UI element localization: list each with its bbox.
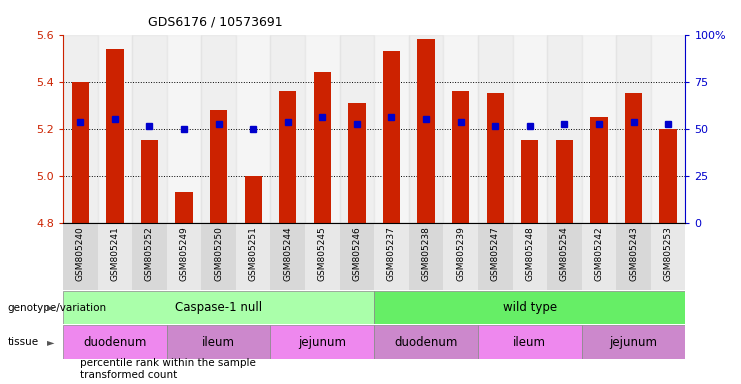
Text: duodenum: duodenum: [83, 336, 147, 349]
Text: GSM805242: GSM805242: [594, 226, 603, 281]
Text: GDS6176 / 10573691: GDS6176 / 10573691: [148, 15, 283, 28]
Bar: [374, 35, 409, 223]
Bar: [236, 223, 270, 290]
Text: GSM805237: GSM805237: [387, 226, 396, 281]
Text: GSM805254: GSM805254: [560, 226, 569, 281]
Text: ileum: ileum: [514, 336, 546, 349]
Text: duodenum: duodenum: [394, 336, 458, 349]
Text: GSM805240: GSM805240: [76, 226, 84, 281]
Text: GSM805239: GSM805239: [456, 226, 465, 281]
Bar: [383, 51, 400, 223]
Bar: [279, 91, 296, 223]
Text: GSM805253: GSM805253: [664, 226, 673, 281]
Bar: [478, 223, 513, 290]
Text: Caspase-1 null: Caspase-1 null: [175, 301, 262, 314]
Bar: [202, 223, 236, 290]
Text: GSM805245: GSM805245: [318, 226, 327, 281]
Bar: [582, 223, 617, 290]
Bar: [270, 223, 305, 290]
Text: percentile rank within the sample: percentile rank within the sample: [80, 358, 256, 368]
Bar: [98, 223, 132, 290]
Text: GSM805243: GSM805243: [629, 226, 638, 281]
Bar: [98, 35, 132, 223]
Bar: [582, 35, 617, 223]
Bar: [547, 35, 582, 223]
Text: ►: ►: [47, 337, 54, 347]
Bar: [305, 35, 339, 223]
Bar: [167, 325, 270, 359]
Text: transformed count: transformed count: [80, 370, 177, 380]
Bar: [452, 91, 469, 223]
Bar: [72, 81, 89, 223]
Text: jejunum: jejunum: [299, 336, 346, 349]
Bar: [270, 35, 305, 223]
Bar: [617, 35, 651, 223]
Bar: [63, 291, 374, 324]
Bar: [270, 325, 374, 359]
Bar: [625, 93, 642, 223]
Bar: [245, 176, 262, 223]
Bar: [417, 39, 435, 223]
Bar: [591, 117, 608, 223]
Bar: [513, 223, 547, 290]
Bar: [443, 35, 478, 223]
Bar: [348, 103, 365, 223]
Bar: [547, 223, 582, 290]
Bar: [132, 223, 167, 290]
Bar: [132, 35, 167, 223]
Bar: [176, 192, 193, 223]
Bar: [443, 223, 478, 290]
Bar: [478, 35, 513, 223]
Bar: [313, 72, 331, 223]
Bar: [236, 35, 270, 223]
Text: GSM805238: GSM805238: [422, 226, 431, 281]
Bar: [582, 325, 685, 359]
Bar: [63, 223, 98, 290]
Bar: [210, 110, 227, 223]
Bar: [409, 223, 443, 290]
Text: ►: ►: [47, 303, 54, 313]
Text: GSM805251: GSM805251: [249, 226, 258, 281]
Text: GSM805246: GSM805246: [353, 226, 362, 281]
Text: GSM805244: GSM805244: [283, 226, 292, 281]
Bar: [305, 223, 339, 290]
Text: genotype/variation: genotype/variation: [7, 303, 107, 313]
Bar: [513, 35, 547, 223]
Bar: [339, 35, 374, 223]
Text: GSM805249: GSM805249: [179, 226, 188, 281]
Bar: [487, 93, 504, 223]
Text: wild type: wild type: [502, 301, 557, 314]
Bar: [521, 141, 539, 223]
Bar: [659, 129, 677, 223]
Bar: [141, 141, 158, 223]
Text: jejunum: jejunum: [610, 336, 657, 349]
Bar: [106, 49, 124, 223]
Text: GSM805248: GSM805248: [525, 226, 534, 281]
Bar: [374, 223, 409, 290]
Text: tissue: tissue: [7, 337, 39, 347]
Bar: [167, 35, 202, 223]
Bar: [651, 35, 685, 223]
Bar: [556, 141, 573, 223]
Text: GSM805252: GSM805252: [145, 226, 154, 281]
Bar: [63, 325, 167, 359]
Bar: [478, 325, 582, 359]
Bar: [651, 223, 685, 290]
Bar: [202, 35, 236, 223]
Text: ileum: ileum: [202, 336, 235, 349]
Bar: [339, 223, 374, 290]
Text: GSM805247: GSM805247: [491, 226, 499, 281]
Bar: [63, 35, 98, 223]
Bar: [374, 291, 685, 324]
Text: GSM805250: GSM805250: [214, 226, 223, 281]
Bar: [617, 223, 651, 290]
Bar: [167, 223, 202, 290]
Bar: [409, 35, 443, 223]
Bar: [374, 325, 478, 359]
Text: GSM805241: GSM805241: [110, 226, 119, 281]
